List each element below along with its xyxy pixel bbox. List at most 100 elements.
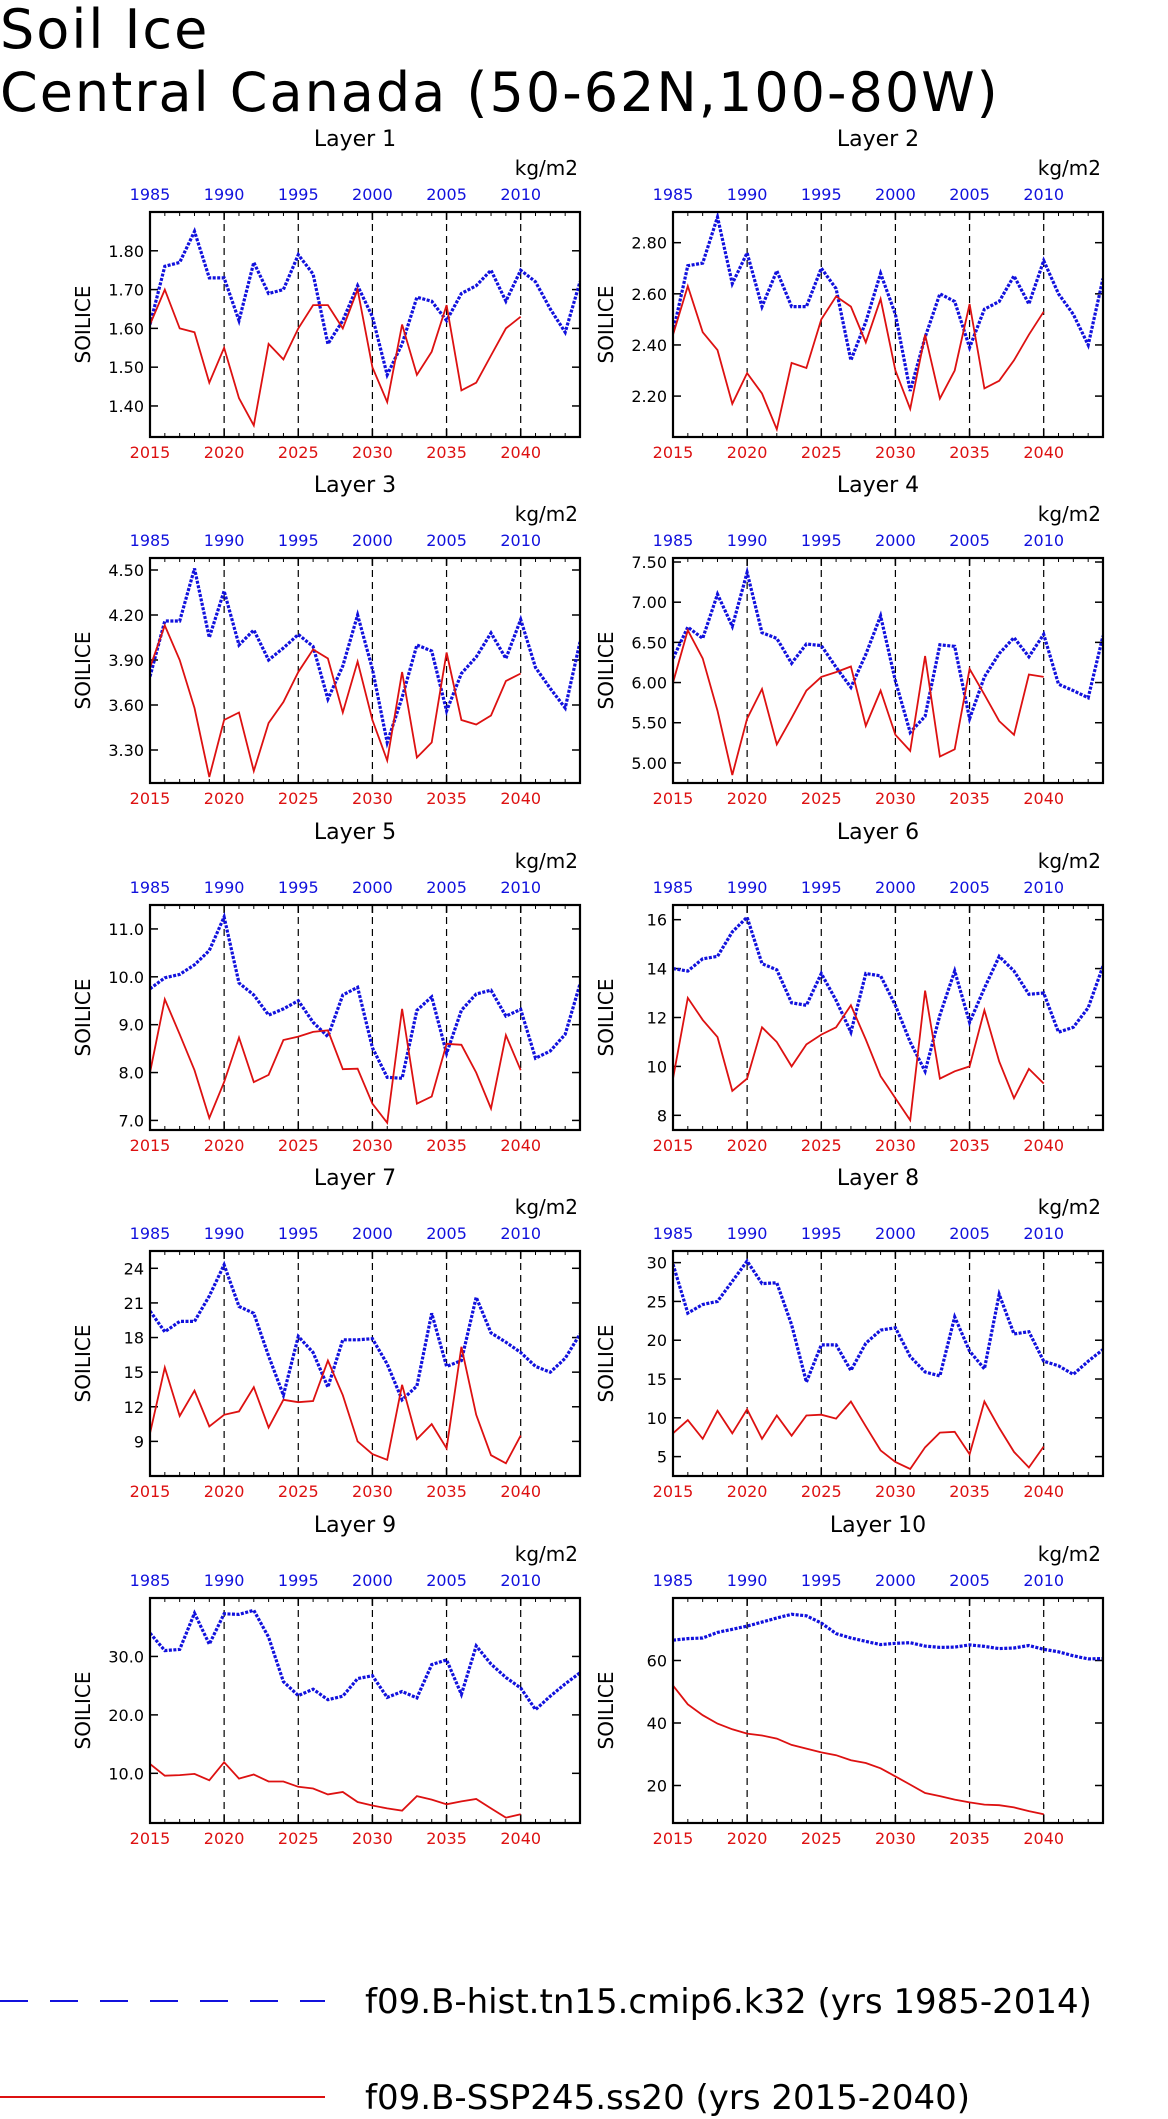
x-top-tick-label: 1990 <box>204 185 245 204</box>
x-bottom-tick-label: 2025 <box>278 443 319 462</box>
x-top-tick-label: 2005 <box>426 878 467 897</box>
x-bottom-tick-label: 2030 <box>875 1136 916 1155</box>
y-tick-label: 16 <box>647 911 667 930</box>
x-top-tick-label: 2000 <box>352 1571 393 1590</box>
x-bottom-tick-label: 2020 <box>727 1829 768 1848</box>
y-axis-label: SOILICE <box>71 632 95 710</box>
panel-title: Layer 1 <box>314 127 396 152</box>
series-line-ssp <box>150 623 522 778</box>
panel-9: Layer 9 kg/m2 SOILICE 2015 2020 2025 2030 2035 2… <box>71 1513 582 1848</box>
x-bottom-tick-label: 2025 <box>278 1829 319 1848</box>
x-bottom-tick-label: 2015 <box>653 1136 694 1155</box>
x-bottom-tick-label: 2015 <box>653 789 694 808</box>
y-tick-label: 40 <box>647 1714 667 1733</box>
x-top-tick-label: 1990 <box>727 1571 768 1590</box>
x-top-tick-label: 1985 <box>130 878 171 897</box>
y-tick-label: 5.50 <box>631 714 667 733</box>
y-tick-label: 1.70 <box>108 281 144 300</box>
unit-label: kg/m2 <box>515 156 578 180</box>
x-top-tick-label: 2000 <box>352 878 393 897</box>
x-top-tick-label: 1985 <box>130 1571 171 1590</box>
x-top-tick-label: 1985 <box>130 1224 171 1243</box>
x-bottom-tick-label: 2040 <box>1023 1482 1064 1501</box>
y-axis-label: SOILICE <box>71 286 95 364</box>
x-top-tick-label: 1995 <box>278 878 319 897</box>
x-top-tick-label: 2000 <box>875 1224 916 1243</box>
plot-frame <box>671 1249 1105 1478</box>
panel-3: Layer 3 kg/m2 SOILICE 2015 2020 2025 2030 2035 2… <box>71 473 582 808</box>
x-bottom-tick-label: 2040 <box>500 1136 541 1155</box>
y-tick-label: 11.0 <box>108 920 144 939</box>
x-top-tick-label: 1990 <box>204 531 245 550</box>
x-bottom-tick-label: 2020 <box>727 1482 768 1501</box>
x-top-tick-label: 2010 <box>1023 1571 1064 1590</box>
plot-frame <box>671 1596 1105 1825</box>
x-top-tick-label: 2010 <box>500 878 541 897</box>
y-tick-label: 60 <box>647 1652 667 1671</box>
x-top-tick-label: 2005 <box>426 185 467 204</box>
y-tick-label: 21 <box>124 1294 144 1313</box>
y-tick-label: 1.40 <box>108 397 144 416</box>
x-bottom-tick-label: 2020 <box>204 1482 245 1501</box>
unit-label: kg/m2 <box>1038 156 1101 180</box>
x-top-tick-label: 2005 <box>426 1224 467 1243</box>
x-top-tick-label: 1990 <box>727 531 768 550</box>
plot-frame <box>148 1249 582 1478</box>
x-bottom-tick-label: 2025 <box>801 1136 842 1155</box>
plot-frame <box>148 556 582 785</box>
x-bottom-tick-label: 2035 <box>426 1136 467 1155</box>
x-bottom-tick-label: 2025 <box>278 1482 319 1501</box>
y-tick-label: 1.60 <box>108 319 144 338</box>
plot-frame <box>671 903 1105 1132</box>
x-bottom-tick-label: 2025 <box>278 1136 319 1155</box>
x-bottom-tick-label: 2020 <box>204 789 245 808</box>
series-line-ssp <box>673 1399 1045 1471</box>
y-tick-label: 20 <box>647 1777 667 1796</box>
y-tick-label: 15 <box>647 1370 667 1389</box>
y-tick-label: 20 <box>647 1331 667 1350</box>
x-top-tick-label: 2010 <box>1023 531 1064 550</box>
panel-title: Layer 10 <box>830 1513 926 1538</box>
x-top-tick-label: 2010 <box>500 1224 541 1243</box>
y-tick-label: 8.0 <box>119 1064 144 1083</box>
y-tick-label: 14 <box>647 960 667 979</box>
unit-label: kg/m2 <box>515 502 578 526</box>
x-top-tick-label: 2010 <box>500 531 541 550</box>
x-bottom-tick-label: 2020 <box>204 443 245 462</box>
x-bottom-tick-label: 2035 <box>949 1829 990 1848</box>
x-top-tick-label: 1990 <box>204 878 245 897</box>
x-bottom-tick-label: 2030 <box>875 789 916 808</box>
x-bottom-tick-label: 2020 <box>727 1136 768 1155</box>
figure-title-line-1: Soil Ice <box>0 0 209 61</box>
x-bottom-tick-label: 2015 <box>130 1136 171 1155</box>
legend: f09.B-hist.tn15.cmip6.k32 (yrs 1985-2014… <box>0 1982 1092 2118</box>
x-top-tick-label: 2005 <box>949 878 990 897</box>
y-axis-label: SOILICE <box>594 632 618 710</box>
panel-title: Layer 2 <box>837 127 919 152</box>
x-top-tick-label: 2000 <box>875 1571 916 1590</box>
panel-2: Layer 2 kg/m2 SOILICE 2015 2020 2025 2030 2035 2… <box>594 127 1105 462</box>
y-tick-label: 20.0 <box>108 1706 144 1725</box>
x-bottom-tick-label: 2025 <box>801 1829 842 1848</box>
x-bottom-tick-label: 2015 <box>130 1829 171 1848</box>
x-top-tick-label: 2000 <box>352 185 393 204</box>
plot-frame <box>148 903 582 1132</box>
x-bottom-tick-label: 2020 <box>204 1829 245 1848</box>
x-top-tick-label: 1995 <box>801 878 842 897</box>
y-tick-label: 3.90 <box>108 651 144 670</box>
panel-1: Layer 1 kg/m2 SOILICE 2015 2020 2025 2030 2035 2… <box>71 127 582 462</box>
x-top-tick-label: 1985 <box>130 531 171 550</box>
plot-frame <box>148 1596 582 1825</box>
panel-5: Layer 5 kg/m2 SOILICE 2015 2020 2025 2030 2035 2… <box>71 820 582 1155</box>
y-tick-label: 3.60 <box>108 696 144 715</box>
x-bottom-tick-label: 2040 <box>500 789 541 808</box>
x-top-tick-label: 1995 <box>801 1224 842 1243</box>
x-top-tick-label: 1995 <box>801 531 842 550</box>
unit-label: kg/m2 <box>515 849 578 873</box>
x-bottom-tick-label: 2035 <box>949 1136 990 1155</box>
x-top-tick-label: 1995 <box>278 185 319 204</box>
y-tick-label: 30.0 <box>108 1647 144 1666</box>
